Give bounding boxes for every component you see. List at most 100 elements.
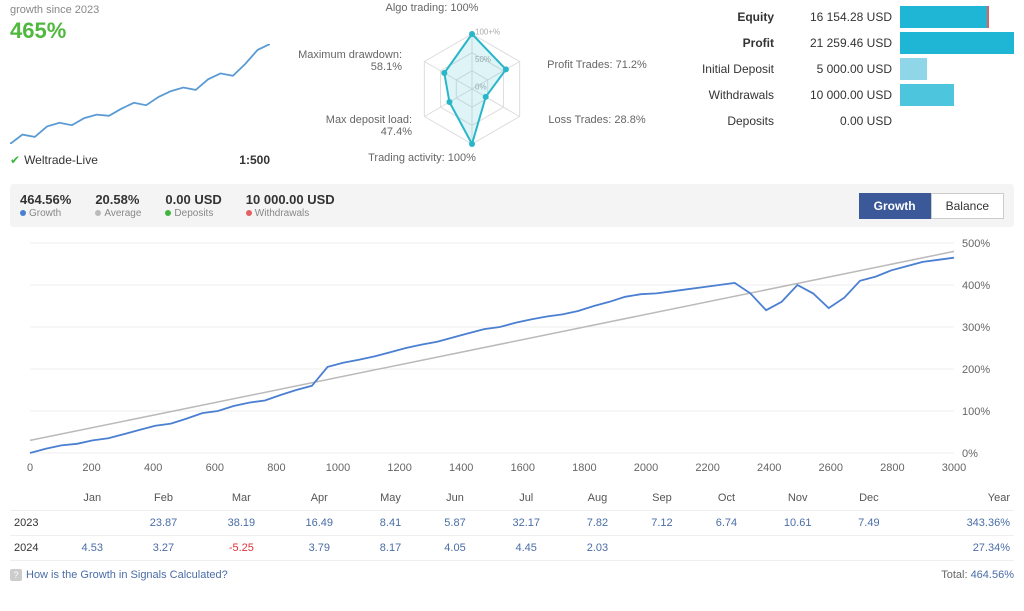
month-cell: [630, 536, 695, 561]
legend-item: 20.58%Average: [95, 192, 141, 219]
stat-value: 21 259.46 USD: [782, 36, 892, 50]
legend-item: 0.00 USDDeposits: [165, 192, 221, 219]
stat-label: Withdrawals: [674, 88, 774, 102]
stat-value: 10 000.00 USD: [782, 88, 892, 102]
month-cell[interactable]: 7.82: [565, 511, 630, 536]
month-cell[interactable]: 32.17: [487, 511, 565, 536]
month-cell[interactable]: 16.49: [280, 511, 358, 536]
svg-text:2400: 2400: [757, 462, 781, 474]
stat-bar: [900, 32, 1014, 54]
svg-text:3000: 3000: [942, 462, 966, 474]
svg-text:2800: 2800: [880, 462, 904, 474]
year-cell: 2024: [10, 536, 60, 561]
question-icon: ?: [10, 569, 22, 581]
svg-text:0%: 0%: [962, 448, 978, 460]
table-body: 2023 23.8738.1916.498.415.8732.177.827.12…: [10, 511, 1014, 561]
legend-item: 464.56%Growth: [20, 192, 71, 219]
stat-row: Withdrawals 10 000.00 USD: [674, 82, 1014, 108]
legend-item: 10 000.00 USDWithdrawals: [246, 192, 335, 219]
table-header-row: JanFebMarAprMayJunJulAugSepOctNovDecYear: [10, 486, 1014, 511]
chart-tabs: Growth Balance: [859, 193, 1004, 219]
month-cell[interactable]: 10.61: [759, 511, 837, 536]
month-header: Aug: [565, 486, 630, 511]
stat-label: Deposits: [674, 114, 774, 128]
stats-card: Equity16 154.28 USDProfit21 259.46 USDIn…: [674, 4, 1014, 174]
month-cell[interactable]: 3.27: [125, 536, 203, 561]
month-cell: [694, 536, 759, 561]
tab-growth[interactable]: Growth: [859, 193, 931, 219]
month-cell[interactable]: -5.25: [202, 536, 280, 561]
month-cell[interactable]: 8.17: [358, 536, 423, 561]
month-cell[interactable]: 6.74: [694, 511, 759, 536]
month-cell[interactable]: 4.05: [423, 536, 488, 561]
table-row: 2023 23.8738.1916.498.415.8732.177.827.12…: [10, 511, 1014, 536]
month-header: Apr: [280, 486, 358, 511]
help-link-text: How is the Growth in Signals Calculated?: [26, 569, 228, 581]
table-row: 20244.533.27-5.253.798.174.054.452.03 27.…: [10, 536, 1014, 561]
growth-chart: 0%100%200%300%400%500%020040060080010001…: [10, 233, 1014, 483]
month-cell[interactable]: 3.79: [280, 536, 358, 561]
month-header: Sep: [630, 486, 695, 511]
broker-badge: ✔Weltrade-Live: [10, 153, 98, 167]
radar-axis-label: Profit Trades: 71.2%: [542, 59, 652, 71]
monthly-table: JanFebMarAprMayJunJulAugSepOctNovDecYear…: [10, 486, 1014, 561]
month-cell: [759, 536, 837, 561]
radar-axis-label: Trading activity: 100%: [367, 152, 477, 164]
stat-row: Deposits 0.00 USD: [674, 108, 1014, 134]
radar-axis-label: Loss Trades: 28.8%: [542, 114, 652, 126]
growth-value: 465%: [10, 18, 270, 44]
month-cell[interactable]: 4.53: [60, 536, 125, 561]
month-cell[interactable]: 2.03: [565, 536, 630, 561]
month-cell[interactable]: 23.87: [125, 511, 203, 536]
month-cell[interactable]: 38.19: [202, 511, 280, 536]
month-header: Mar: [202, 486, 280, 511]
year-total: 343.36%: [901, 511, 1014, 536]
year-cell: 2023: [10, 511, 60, 536]
month-cell[interactable]: 7.49: [837, 511, 902, 536]
total-summary: Total: 464.56%: [941, 569, 1014, 581]
stat-bar: [900, 110, 1014, 132]
svg-text:500%: 500%: [962, 238, 990, 250]
svg-text:1800: 1800: [572, 462, 596, 474]
month-cell[interactable]: 4.45: [487, 536, 565, 561]
svg-text:1600: 1600: [511, 462, 535, 474]
broker-name: Weltrade-Live: [24, 153, 98, 167]
svg-text:600: 600: [206, 462, 224, 474]
month-cell: [837, 536, 902, 561]
stat-bar: [900, 6, 1014, 28]
stat-row: Initial Deposit5 000.00 USD: [674, 56, 1014, 82]
svg-text:300%: 300%: [962, 322, 990, 334]
month-cell[interactable]: 7.12: [630, 511, 695, 536]
svg-text:200: 200: [82, 462, 100, 474]
year-header: Year: [901, 486, 1014, 511]
stat-row: Profit21 259.46 USD: [674, 30, 1014, 56]
legend-items: 464.56%Growth 20.58%Average 0.00 USDDeposi…: [20, 192, 335, 219]
month-header: Jul: [487, 486, 565, 511]
svg-text:1200: 1200: [387, 462, 411, 474]
year-total: 27.34%: [901, 536, 1014, 561]
month-cell[interactable]: 5.87: [423, 511, 488, 536]
month-header: Jun: [423, 486, 488, 511]
leverage-value: 1:500: [239, 153, 270, 167]
svg-text:100+%: 100+%: [475, 27, 500, 36]
sparkline-chart: [10, 44, 270, 144]
total-value: 464.56%: [971, 569, 1014, 581]
total-label: Total:: [941, 569, 967, 581]
svg-text:2200: 2200: [695, 462, 719, 474]
growth-since-label: growth since 2023: [10, 4, 270, 16]
stat-value: 16 154.28 USD: [782, 10, 892, 24]
stat-bar: [900, 58, 1014, 80]
month-header: Jan: [60, 486, 125, 511]
radar-axis-label: Algo trading: 100%: [377, 2, 487, 14]
month-header: Oct: [694, 486, 759, 511]
stat-value: 0.00 USD: [782, 114, 892, 128]
month-header: Dec: [837, 486, 902, 511]
svg-text:800: 800: [267, 462, 285, 474]
month-header: Feb: [125, 486, 203, 511]
month-header: Nov: [759, 486, 837, 511]
svg-text:400: 400: [144, 462, 162, 474]
tab-balance[interactable]: Balance: [931, 193, 1004, 219]
month-cell[interactable]: 8.41: [358, 511, 423, 536]
svg-text:2000: 2000: [634, 462, 658, 474]
help-link[interactable]: ? How is the Growth in Signals Calculated…: [10, 569, 228, 581]
